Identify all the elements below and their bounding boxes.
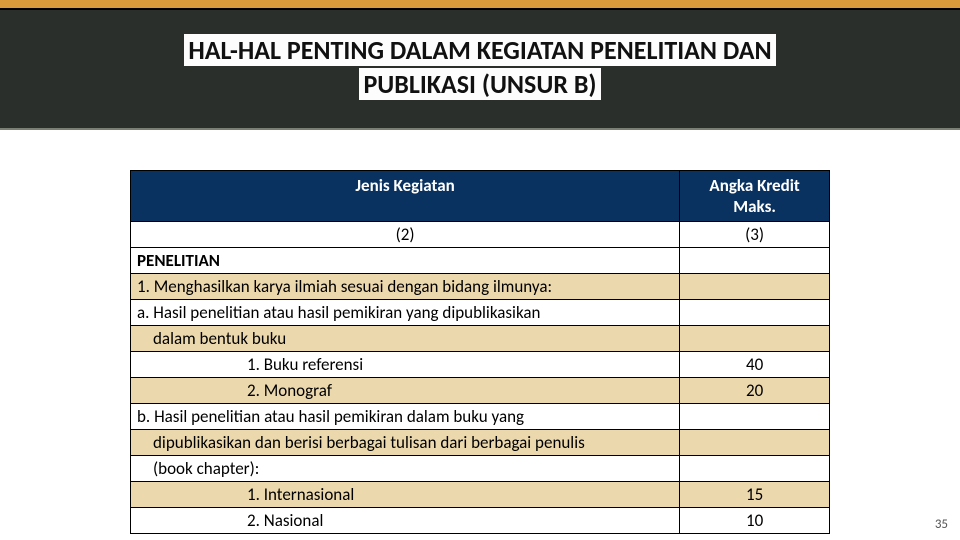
table-row: dalam bentuk buku bbox=[131, 326, 830, 352]
table-cell-jenis: (book chapter): bbox=[131, 456, 680, 482]
table-cell-jenis: dipublikasikan dan berisi berbagai tulis… bbox=[131, 430, 680, 456]
table-cell-kredit: 10 bbox=[680, 508, 830, 534]
table-cell-jenis: dalam bentuk buku bbox=[131, 326, 680, 352]
table-cell-kredit: 40 bbox=[680, 352, 830, 378]
header-band: HAL-HAL PENTING DALAM KEGIATAN PENELITIA… bbox=[0, 0, 960, 130]
table-row: PENELITIAN bbox=[131, 248, 830, 274]
kegiatan-table: Jenis Kegiatan Angka Kredit Maks. (2) (3… bbox=[130, 170, 830, 534]
table-cell-jenis: 1. Menghasilkan karya ilmiah sesuai deng… bbox=[131, 274, 680, 300]
table-header-jenis: Jenis Kegiatan bbox=[131, 171, 680, 222]
table-row: b. Hasil penelitian atau hasil pemikiran… bbox=[131, 404, 830, 430]
table-row: dipublikasikan dan berisi berbagai tulis… bbox=[131, 430, 830, 456]
page-number: 35 bbox=[935, 517, 948, 532]
table-subheader-2: (2) bbox=[131, 222, 680, 248]
title-line-1: HAL-HAL PENTING DALAM KEGIATAN PENELITIA… bbox=[184, 34, 775, 66]
table-cell-jenis: 1. Internasional bbox=[131, 482, 680, 508]
table-cell-jenis: a. Hasil penelitian atau hasil pemikiran… bbox=[131, 300, 680, 326]
table-row: 1. Internasional15 bbox=[131, 482, 830, 508]
content-area: Jenis Kegiatan Angka Kredit Maks. (2) (3… bbox=[130, 170, 830, 534]
table-cell-kredit bbox=[680, 430, 830, 456]
table-cell-jenis: 1. Buku referensi bbox=[131, 352, 680, 378]
table-cell-kredit: 15 bbox=[680, 482, 830, 508]
table-header-kredit: Angka Kredit Maks. bbox=[680, 171, 830, 222]
table-cell-kredit bbox=[680, 326, 830, 352]
table-cell-kredit bbox=[680, 456, 830, 482]
table-row: 1. Menghasilkan karya ilmiah sesuai deng… bbox=[131, 274, 830, 300]
table-row: 2. Monograf20 bbox=[131, 378, 830, 404]
table-row: 2. Nasional10 bbox=[131, 508, 830, 534]
table-cell-jenis: 2. Nasional bbox=[131, 508, 680, 534]
table-cell-kredit bbox=[680, 300, 830, 326]
table-subheader-3: (3) bbox=[680, 222, 830, 248]
table-cell-kredit bbox=[680, 404, 830, 430]
table-cell-kredit bbox=[680, 274, 830, 300]
table-row: 1. Buku referensi40 bbox=[131, 352, 830, 378]
table-cell-jenis: 2. Monograf bbox=[131, 378, 680, 404]
title-line-2: PUBLIKASI (UNSUR B) bbox=[359, 68, 600, 100]
table-row: a. Hasil penelitian atau hasil pemikiran… bbox=[131, 300, 830, 326]
slide-title: HAL-HAL PENTING DALAM KEGIATAN PENELITIA… bbox=[184, 34, 775, 102]
table-cell-kredit bbox=[680, 248, 830, 274]
table-cell-jenis: b. Hasil penelitian atau hasil pemikiran… bbox=[131, 404, 680, 430]
table-row: (book chapter): bbox=[131, 456, 830, 482]
table-cell-jenis: PENELITIAN bbox=[131, 248, 680, 274]
table-cell-kredit: 20 bbox=[680, 378, 830, 404]
